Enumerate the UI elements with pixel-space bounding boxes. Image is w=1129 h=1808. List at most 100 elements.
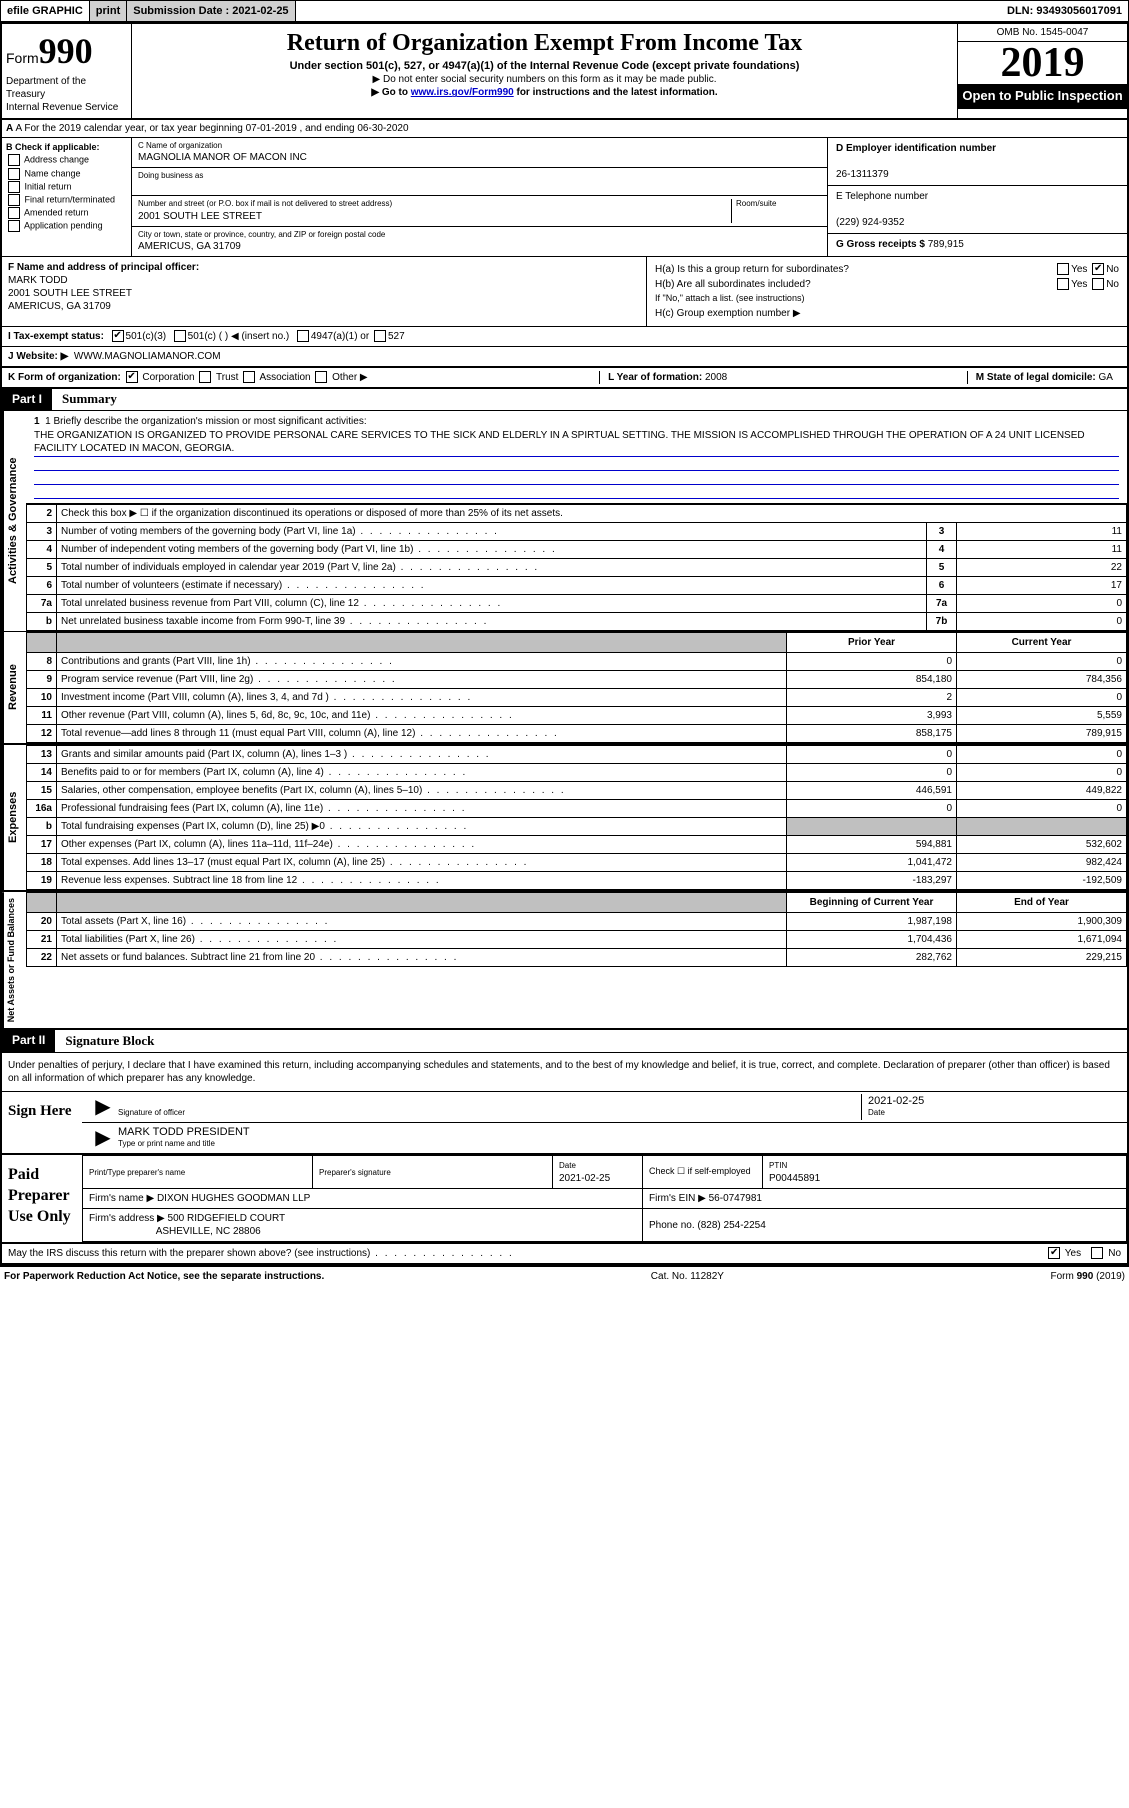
form-number: Form990	[6, 28, 127, 75]
chk-527[interactable]	[374, 330, 386, 342]
part1-title: Summary	[52, 391, 117, 408]
arrow-icon: ▶	[88, 1125, 118, 1151]
org-name: MAGNOLIA MANOR OF MACON INC	[138, 151, 821, 164]
ha-no[interactable]	[1092, 263, 1104, 275]
chk-corporation[interactable]	[126, 371, 138, 383]
discuss-yes[interactable]	[1048, 1247, 1060, 1259]
governance-table: 2Check this box ▶ ☐ if the organization …	[26, 504, 1127, 631]
gross-receipts: G Gross receipts $ 789,915	[828, 234, 1127, 255]
ssn-warning: ▶ Do not enter social security numbers o…	[136, 73, 953, 86]
netassets-table: Beginning of Current YearEnd of Year20To…	[26, 892, 1127, 967]
chk-association[interactable]	[243, 371, 255, 383]
hb-yes[interactable]	[1057, 278, 1069, 290]
netassets-section: Net Assets or Fund Balances Beginning of…	[2, 892, 1127, 1030]
chk-501c3[interactable]	[112, 330, 124, 342]
firm-phone: (828) 254-2254	[697, 1220, 765, 1231]
mission-box: 1 1 Briefly describe the organization's …	[26, 411, 1127, 504]
side-revenue: Revenue	[2, 632, 26, 743]
room-label: Room/suite	[736, 199, 821, 209]
col-d-ein: D Employer identification number 26-1311…	[827, 138, 1127, 256]
treasury-label: Department of the Treasury Internal Reve…	[6, 75, 127, 114]
mission-text: THE ORGANIZATION IS ORGANIZED TO PROVIDE…	[34, 428, 1119, 457]
ha-label: H(a) Is this a group return for subordin…	[655, 263, 1003, 276]
form-subtitle: Under section 501(c), 527, or 4947(a)(1)…	[136, 59, 953, 73]
paid-preparer-label: Paid Preparer Use Only	[2, 1155, 82, 1242]
side-expenses: Expenses	[2, 745, 26, 890]
officer-name-label: Type or print name and title	[118, 1139, 1121, 1149]
paid-preparer-row: Paid Preparer Use Only Print/Type prepar…	[2, 1155, 1127, 1244]
expenses-section: Expenses 13Grants and similar amounts pa…	[2, 745, 1127, 892]
revenue-section: Revenue Prior YearCurrent Year8Contribut…	[2, 632, 1127, 745]
hc-label: H(c) Group exemption number ▶	[655, 307, 1119, 320]
expenses-table: 13Grants and similar amounts paid (Part …	[26, 745, 1127, 890]
submission-date[interactable]: Submission Date : 2021-02-25	[127, 1, 295, 21]
hb-note: If "No," attach a list. (see instruction…	[655, 293, 1119, 305]
sig-date: 2021-02-25	[868, 1094, 1121, 1108]
activities-governance: Activities & Governance 1 1 Briefly desc…	[2, 411, 1127, 632]
part2-tag: Part II	[2, 1030, 55, 1052]
discuss-row: May the IRS discuss this return with the…	[2, 1244, 1127, 1265]
officer-name: MARK TODD PRESIDENT	[118, 1125, 1121, 1139]
preparer-table: Print/Type preparer's name Preparer's si…	[82, 1155, 1127, 1242]
instructions-link-row: ▶ Go to www.irs.gov/Form990 for instruct…	[136, 86, 953, 99]
website-url: WWW.MAGNOLIAMANOR.COM	[74, 350, 221, 363]
chk-name-change[interactable]: Name change	[6, 168, 127, 180]
chk-trust[interactable]	[199, 371, 211, 383]
efile-label: efile GRAPHIC	[1, 1, 90, 21]
side-activities: Activities & Governance	[2, 411, 26, 631]
chk-final-return[interactable]: Final return/terminated	[6, 194, 127, 206]
ha-yes[interactable]	[1057, 263, 1069, 275]
footer: For Paperwork Reduction Act Notice, see …	[0, 1267, 1129, 1286]
org-name-label: C Name of organization	[138, 141, 821, 151]
discuss-no[interactable]	[1091, 1247, 1103, 1259]
chk-other[interactable]	[315, 371, 327, 383]
chk-amended-return[interactable]: Amended return	[6, 207, 127, 219]
jurat: Under penalties of perjury, I declare th…	[2, 1053, 1127, 1092]
form-ref: Form 990 (2019)	[1051, 1270, 1125, 1283]
chk-address-change[interactable]: Address change	[6, 154, 127, 166]
arrow-icon: ▶	[88, 1094, 118, 1120]
ein-value: 26-1311379	[836, 169, 889, 180]
street-address: 2001 SOUTH LEE STREET	[138, 210, 731, 223]
row-fh: F Name and address of principal officer:…	[2, 257, 1127, 327]
row-a-tax-year: A A For the 2019 calendar year, or tax y…	[2, 120, 1127, 138]
top-bar: efile GRAPHIC print Submission Date : 20…	[0, 0, 1129, 22]
side-netassets: Net Assets or Fund Balances	[2, 892, 26, 1028]
irs-link[interactable]: www.irs.gov/Form990	[411, 87, 514, 98]
phone-label: E Telephone number	[836, 191, 928, 202]
firm-name: DIXON HUGHES GOODMAN LLP	[157, 1193, 310, 1204]
section-bcd: B Check if applicable: Address change Na…	[2, 138, 1127, 257]
city-state-zip: AMERICUS, GA 31709	[138, 240, 821, 253]
principal-officer: F Name and address of principal officer:…	[2, 257, 647, 326]
chk-application-pending[interactable]: Application pending	[6, 220, 127, 232]
open-to-public: Open to Public Inspection	[958, 84, 1127, 109]
dln: DLN: 93493056017091	[1001, 1, 1128, 21]
street-label: Number and street (or P.O. box if mail i…	[138, 199, 731, 209]
sig-date-label: Date	[868, 1108, 1121, 1118]
part2-title: Signature Block	[55, 1033, 154, 1050]
col-c-org-info: C Name of organization MAGNOLIA MANOR OF…	[132, 138, 827, 256]
cat-no: Cat. No. 11282Y	[651, 1270, 724, 1283]
part2-header: Part II Signature Block	[2, 1030, 1127, 1053]
chk-501c[interactable]	[174, 330, 186, 342]
firm-ein: 56-0747981	[709, 1193, 762, 1204]
row-i-tax-status: I Tax-exempt status: 501(c)(3) 501(c) ( …	[2, 327, 1127, 347]
sign-here-label: Sign Here	[2, 1092, 82, 1153]
group-return: H(a) Is this a group return for subordin…	[647, 257, 1127, 326]
part1-tag: Part I	[2, 389, 52, 411]
form-990: Form990 Department of the Treasury Inter…	[0, 22, 1129, 1267]
hb-no[interactable]	[1092, 278, 1104, 290]
chk-initial-return[interactable]: Initial return	[6, 181, 127, 193]
print-button[interactable]: print	[90, 1, 127, 21]
sign-here-row: Sign Here ▶ Signature of officer 2021-02…	[2, 1092, 1127, 1155]
part1-header: Part I Summary	[2, 389, 1127, 412]
ein-label: D Employer identification number	[836, 143, 996, 154]
state-domicile: GA	[1099, 372, 1113, 383]
hb-label: H(b) Are all subordinates included?	[655, 278, 1003, 291]
form-title: Return of Organization Exempt From Incom…	[136, 28, 953, 59]
chk-4947[interactable]	[297, 330, 309, 342]
paperwork-notice: For Paperwork Reduction Act Notice, see …	[4, 1270, 324, 1283]
form-header: Form990 Department of the Treasury Inter…	[2, 24, 1127, 120]
dba-label: Doing business as	[138, 171, 821, 181]
col-b-checkboxes: B Check if applicable: Address change Na…	[2, 138, 132, 256]
